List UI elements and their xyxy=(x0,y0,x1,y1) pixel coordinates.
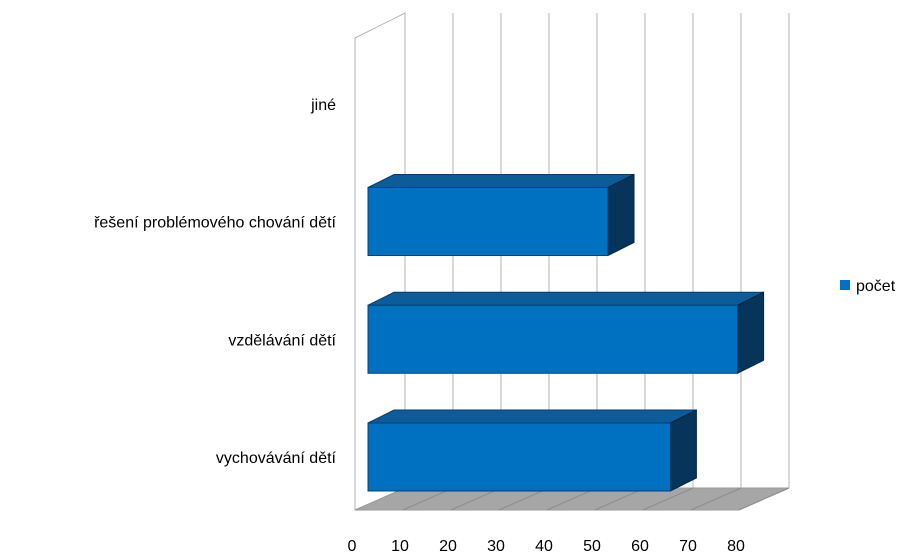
floor-gridline xyxy=(546,487,598,511)
bar-side-face xyxy=(607,173,635,257)
floor-gridline xyxy=(690,487,742,511)
x-tick-label: 70 xyxy=(679,538,697,554)
legend-swatch xyxy=(840,280,850,290)
floor-gridline xyxy=(450,487,502,511)
bar-front-face xyxy=(367,304,739,374)
bar-top-face xyxy=(367,291,764,306)
x-tick-label: 50 xyxy=(583,538,601,554)
floor-gridline xyxy=(498,487,550,511)
x-tick-label: 0 xyxy=(348,538,357,554)
x-axis-ticks: 0 10 20 30 40 50 60 70 80 xyxy=(348,538,745,554)
bar xyxy=(367,291,765,375)
bar-side-face xyxy=(737,291,765,375)
x-tick-label: 20 xyxy=(439,538,457,554)
bar xyxy=(367,173,635,257)
legend-label: počet xyxy=(856,278,896,295)
x-tick-label: 60 xyxy=(631,538,649,554)
bar-front-face xyxy=(367,422,671,492)
category-labels: vychovávání dětí vzdělávání dětí řešení pr… xyxy=(94,97,336,467)
bars xyxy=(367,173,765,492)
floor-gridline xyxy=(738,487,790,511)
category-label: řešení problémového chování dětí xyxy=(94,215,336,232)
x-tick-label: 10 xyxy=(391,538,409,554)
x-tick-label: 30 xyxy=(487,538,505,554)
bar-top-face xyxy=(367,409,697,424)
x-tick-label: 40 xyxy=(535,538,553,554)
category-label: jiné xyxy=(310,97,336,114)
legend: počet xyxy=(840,278,896,295)
category-label: vychovávání dětí xyxy=(216,450,337,467)
bar xyxy=(367,409,697,492)
x-tick-label: 80 xyxy=(727,538,745,554)
bar-front-face xyxy=(367,187,609,256)
bar-side-face xyxy=(669,409,697,492)
floor-gridline xyxy=(594,487,646,511)
category-label: vzdělávání dětí xyxy=(228,332,336,349)
floor-gridline xyxy=(642,487,694,511)
bar-top-face xyxy=(367,174,635,188)
floor-gridline xyxy=(402,487,454,511)
